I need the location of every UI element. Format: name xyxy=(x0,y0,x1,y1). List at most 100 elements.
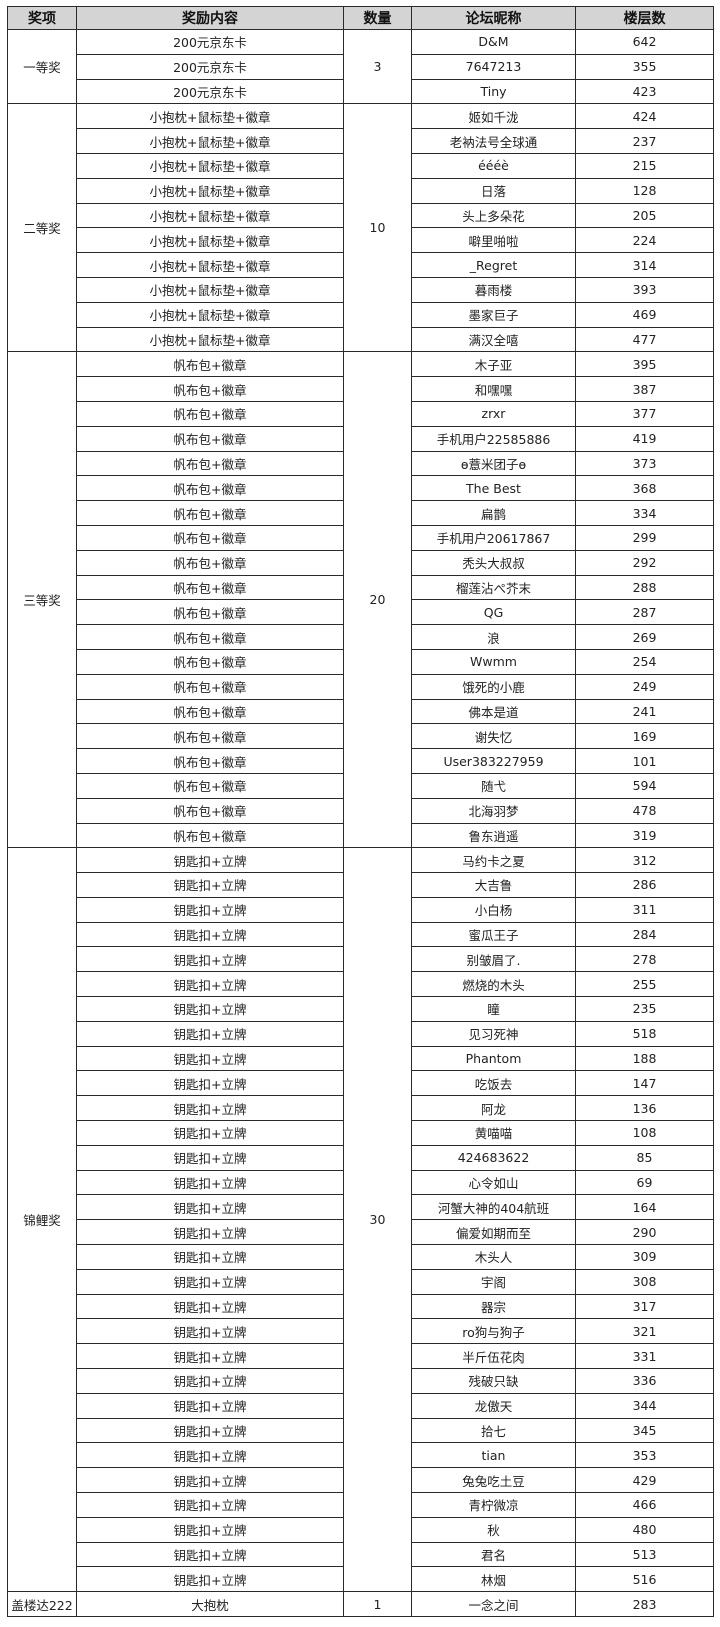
floor-cell: 419 xyxy=(575,425,714,452)
floor-cell: 477 xyxy=(575,326,714,353)
table-row: 钥匙扣+立牌 蜜瓜王子 284 xyxy=(8,921,714,948)
nickname-cell: ɵ薏米团子ɵ xyxy=(411,450,576,477)
table-row: 帆布包+徽章 User383227959 101 xyxy=(8,748,714,774)
count-cell: 20 xyxy=(343,351,412,849)
floor-cell: 314 xyxy=(575,252,714,278)
nickname-cell: 老衲法号全球通 xyxy=(411,128,576,154)
floor-cell: 345 xyxy=(575,1417,714,1444)
reward-cell: 帆布包+徽章 xyxy=(76,524,344,551)
table-row: 小抱枕+鼠标垫+徽章 老衲法号全球通 237 xyxy=(8,128,714,154)
table-row: 帆布包+徽章 秃头大叔叔 292 xyxy=(8,549,714,576)
floor-cell: 299 xyxy=(575,524,714,551)
reward-cell: 帆布包+徽章 xyxy=(76,450,344,477)
table-row: 钥匙扣+立牌 心令如山 69 xyxy=(8,1169,714,1196)
table-row: 钥匙扣+立牌 大吉鲁 286 xyxy=(8,872,714,898)
floor-cell: 101 xyxy=(575,748,714,774)
nickname-cell: D&M xyxy=(411,29,576,55)
table-row: 小抱枕+鼠标垫+徽章 头上多朵花 205 xyxy=(8,202,714,229)
nickname-cell: 满汉全嘻 xyxy=(411,326,576,353)
nickname-cell: 心令如山 xyxy=(411,1169,576,1196)
nickname-cell: The Best xyxy=(411,475,576,502)
nickname-cell: 河蟹大神的404航班 xyxy=(411,1194,576,1221)
table-row: 200元京东卡 7647213 355 xyxy=(8,53,714,80)
reward-cell: 钥匙扣+立牌 xyxy=(76,1566,344,1593)
nickname-cell: User383227959 xyxy=(411,748,576,774)
reward-cell: 钥匙扣+立牌 xyxy=(76,1095,344,1122)
nickname-cell: 榴莲沾ぺ芥末 xyxy=(411,574,576,601)
floor-cell: 429 xyxy=(575,1467,714,1494)
table-row: 钥匙扣+立牌 河蟹大神的404航班 164 xyxy=(8,1194,714,1221)
nickname-cell: 林烟 xyxy=(411,1566,576,1593)
nickname-cell: ro狗与狗子 xyxy=(411,1318,576,1345)
nickname-cell: zrxr xyxy=(411,400,576,427)
nickname-cell: Tiny xyxy=(411,78,576,105)
prize-winners-table: 奖项 奖励内容 数量 论坛昵称 楼层数 一等奖 200元京东卡 3 D&M 642 200… xyxy=(7,6,714,1617)
reward-cell: 帆布包+徽章 xyxy=(76,772,344,799)
prize-tier-cell: 一等奖 xyxy=(7,28,77,105)
table-row: 帆布包+徽章 ɵ薏米团子ɵ 373 xyxy=(8,450,714,477)
reward-cell: 小抱枕+鼠标垫+徽章 xyxy=(76,326,344,353)
floor-cell: 424 xyxy=(575,103,714,130)
nickname-cell: 偏爱如期而至 xyxy=(411,1219,576,1246)
floor-cell: 292 xyxy=(575,549,714,576)
count-cell: 10 xyxy=(343,103,412,353)
reward-cell: 钥匙扣+立牌 xyxy=(76,1144,344,1171)
nickname-cell: 宇阁 xyxy=(411,1268,576,1295)
floor-cell: 147 xyxy=(575,1070,714,1097)
reward-cell: 小抱枕+鼠标垫+徽章 xyxy=(76,177,344,204)
floor-cell: 224 xyxy=(575,227,714,254)
reward-cell: 小抱枕+鼠标垫+徽章 xyxy=(76,202,344,229)
floor-cell: 469 xyxy=(575,301,714,328)
reward-cell: 200元京东卡 xyxy=(76,78,344,105)
reward-cell: 帆布包+徽章 xyxy=(76,723,344,750)
floor-cell: 169 xyxy=(575,723,714,750)
floor-cell: 377 xyxy=(575,400,714,427)
table-row: 钥匙扣+立牌 424683622 85 xyxy=(8,1144,714,1171)
nickname-cell: 小白杨 xyxy=(411,896,576,923)
floor-cell: 353 xyxy=(575,1442,714,1469)
table-body: 一等奖 200元京东卡 3 D&M 642 200元京东卡 7647213 355 200元京东… xyxy=(7,28,714,1617)
table-row: 盖楼达222 大抱枕 1 一念之间 283 xyxy=(7,1591,714,1617)
reward-cell: 钥匙扣+立牌 xyxy=(76,1492,344,1518)
reward-cell: 帆布包+徽章 xyxy=(76,376,344,402)
table-row: 小抱枕+鼠标垫+徽章 éééè 215 xyxy=(8,152,714,179)
reward-cell: 钥匙扣+立牌 xyxy=(76,1368,344,1394)
nickname-cell: 君名 xyxy=(411,1541,576,1568)
floor-cell: 308 xyxy=(575,1268,714,1295)
floor-cell: 331 xyxy=(575,1343,714,1370)
table-row: 帆布包+徽章 The Best 368 xyxy=(8,475,714,502)
nickname-cell: 噼里啪啦 xyxy=(411,227,576,254)
reward-cell: 钥匙扣+立牌 xyxy=(76,1020,344,1047)
table-row: 帆布包+徽章 饿死的小鹿 249 xyxy=(8,673,714,700)
table-row: 钥匙扣+立牌 器宗 317 xyxy=(8,1293,714,1320)
table-row: 小抱枕+鼠标垫+徽章 暮雨楼 393 xyxy=(8,276,714,303)
table-row: 一等奖 200元京东卡 3 D&M 642 xyxy=(7,28,714,105)
floor-cell: 368 xyxy=(575,475,714,502)
table-row: 200元京东卡 Tiny 423 xyxy=(8,78,714,105)
reward-cell: 帆布包+徽章 xyxy=(76,698,344,725)
nickname-cell: 姬如千泷 xyxy=(411,103,576,130)
reward-cell: 200元京东卡 xyxy=(76,29,344,55)
nickname-cell: 谢失忆 xyxy=(411,723,576,750)
reward-cell: 帆布包+徽章 xyxy=(76,400,344,427)
nickname-cell: 半斤伍花肉 xyxy=(411,1343,576,1370)
table-row: 钥匙扣+立牌 ro狗与狗子 321 xyxy=(8,1318,714,1345)
floor-cell: 188 xyxy=(575,1045,714,1072)
nickname-cell: éééè xyxy=(411,152,576,179)
floor-cell: 288 xyxy=(575,574,714,601)
reward-cell: 钥匙扣+立牌 xyxy=(76,1318,344,1345)
nickname-cell: 7647213 xyxy=(411,53,576,80)
table-row: 钥匙扣+立牌 青柠微凉 466 xyxy=(8,1492,714,1518)
floor-cell: 344 xyxy=(575,1392,714,1419)
reward-cell: 帆布包+徽章 xyxy=(76,599,344,626)
nickname-cell: 木头人 xyxy=(411,1244,576,1270)
floor-cell: 373 xyxy=(575,450,714,477)
nickname-cell: 随弋 xyxy=(411,772,576,799)
table-row: 帆布包+徽章 随弋 594 xyxy=(8,772,714,799)
reward-cell: 钥匙扣+立牌 xyxy=(76,971,344,998)
table-row: 钥匙扣+立牌 偏爱如期而至 290 xyxy=(8,1219,714,1246)
table-row: 帆布包+徽章 谢失忆 169 xyxy=(8,723,714,750)
table-row: 钥匙扣+立牌 别皱眉了. 278 xyxy=(8,946,714,973)
floor-cell: 128 xyxy=(575,177,714,204)
floor-cell: 136 xyxy=(575,1095,714,1122)
